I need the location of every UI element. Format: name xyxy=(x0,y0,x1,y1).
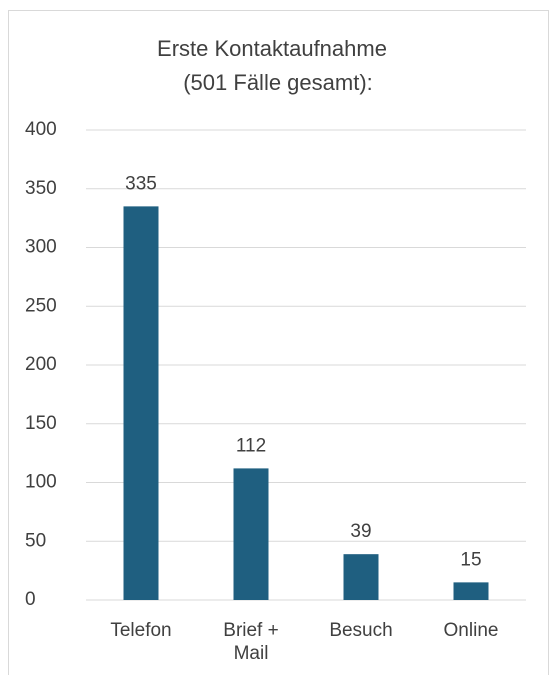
y-tick-label: 350 xyxy=(25,178,57,199)
bar xyxy=(123,206,159,600)
x-tick-label: Telefon xyxy=(110,620,172,641)
y-tick-label: 0 xyxy=(25,589,36,610)
y-tick-label: 150 xyxy=(25,413,57,434)
y-tick-label: 300 xyxy=(25,237,57,258)
x-tick-label: Brief + Mail xyxy=(223,620,279,664)
bar xyxy=(453,582,489,600)
data-label: 15 xyxy=(460,549,481,570)
bar xyxy=(343,554,379,600)
data-label: 39 xyxy=(350,521,371,542)
data-label: 112 xyxy=(236,435,266,456)
chart-subtitle: (501 Fälle gesamt): xyxy=(183,70,373,95)
y-tick-label: 400 xyxy=(25,119,57,140)
x-tick-label: Besuch xyxy=(329,620,393,641)
y-tick-label: 200 xyxy=(25,354,57,375)
bar xyxy=(233,468,269,600)
y-tick-label: 100 xyxy=(25,472,57,493)
y-tick-label: 250 xyxy=(25,295,57,316)
chart-title: Erste Kontaktaufnahme xyxy=(157,36,387,61)
data-label: 335 xyxy=(125,173,157,194)
x-tick-label: Online xyxy=(443,620,499,641)
y-tick-label: 50 xyxy=(25,530,46,551)
chart-border xyxy=(8,10,549,675)
